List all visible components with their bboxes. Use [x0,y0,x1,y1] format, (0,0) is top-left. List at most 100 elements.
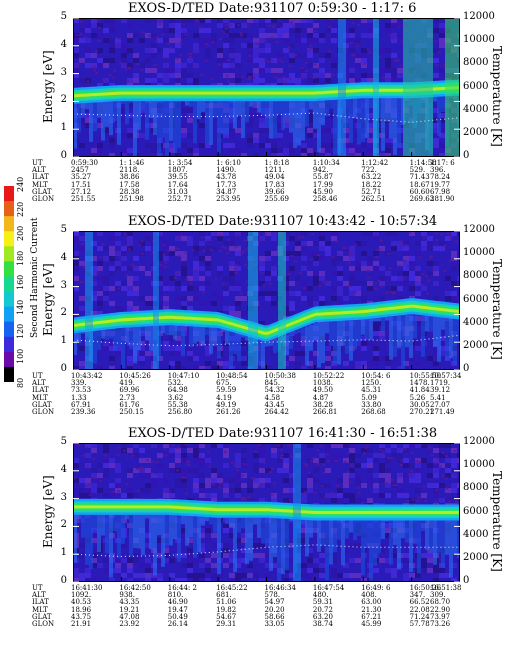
speckle [183,476,187,479]
noise-cell [337,498,343,503]
noise-cell [169,558,175,563]
noise-cell [355,453,361,458]
vertical-burst [293,443,301,582]
orbit-value: 22.90 [430,605,451,614]
speckle [269,282,273,285]
noise-cell [109,138,115,143]
noise-cell [439,133,445,138]
noise-cell [199,246,205,251]
noise-cell [445,488,451,493]
speckle [263,233,267,236]
speckle [374,234,378,237]
speckle [155,36,159,39]
noise-cell [445,573,451,578]
low-energy-streak [333,520,337,553]
noise-cell [139,341,145,346]
noise-cell [367,78,373,83]
noise-cell [259,63,265,68]
noise-cell [397,493,403,498]
low-energy-streak [193,326,197,344]
low-energy-streak [389,316,393,360]
noise-cell [223,488,229,493]
low-energy-streak [357,98,361,145]
speckle [236,469,240,472]
noise-cell [205,341,211,346]
speckle [91,457,95,460]
noise-cell [325,443,331,448]
speckle [176,271,180,274]
noise-cell [307,473,313,478]
speckle [411,452,415,455]
orbit-value: 10:54: 6 [361,372,391,380]
noise-cell [163,306,169,311]
speckle [163,448,167,451]
noise-cell [265,478,271,483]
speckle [118,256,122,259]
noise-cell [187,133,193,138]
low-energy-streak [297,329,301,333]
noise-cell [85,23,91,28]
noise-cell [361,48,367,53]
vertical-burst [85,231,93,370]
noise-cell [283,453,289,458]
noise-cell [301,296,307,301]
low-energy-streak [145,101,149,140]
noise-cell [307,568,313,573]
noise-cell [361,231,367,236]
speckle [319,445,323,448]
orbit-value: 66.52 [409,598,430,607]
low-energy-streak [177,515,181,562]
noise-cell [415,321,421,326]
noise-cell [229,488,235,493]
noise-cell [319,271,325,276]
noise-cell [235,493,241,498]
noise-cell [247,478,253,483]
noise-cell [103,568,109,573]
noise-cell [199,366,205,370]
noise-cell [271,251,277,256]
noise-cell [217,48,223,53]
speckle [366,276,370,279]
speckle [323,496,327,499]
noise-cell [223,133,229,138]
noise-cell [307,148,313,153]
noise-cell [427,553,433,558]
noise-cell [349,73,355,78]
noise-cell [349,448,355,453]
noise-cell [253,553,259,558]
noise-cell [373,296,379,301]
speckle [316,462,320,465]
noise-cell [331,33,337,38]
noise-cell [199,28,205,33]
noise-cell [259,118,265,123]
noise-cell [409,231,415,236]
speckle [366,269,370,272]
noise-cell [97,301,103,306]
speckle [430,255,434,258]
noise-cell [211,43,217,48]
low-energy-streak [389,520,393,565]
noise-cell [223,306,229,311]
noise-cell [91,281,97,286]
noise-cell [181,366,187,370]
noise-cell [163,558,169,563]
colorbar-segment [4,366,14,383]
noise-cell [391,73,397,78]
noise-cell [139,361,145,366]
noise-cell [361,336,367,341]
speckle [229,24,233,27]
noise-cell [307,553,313,558]
speckle [136,62,140,65]
speckle [182,23,186,26]
noise-cell [73,286,79,291]
speckle [446,232,450,235]
noise-cell [235,563,241,568]
noise-cell [295,246,301,251]
noise-cell [253,38,259,43]
noise-cell [187,568,193,573]
noise-cell [337,453,343,458]
noise-cell [313,241,319,246]
noise-cell [133,493,139,498]
noise-cell [325,341,331,346]
noise-cell [349,256,355,261]
